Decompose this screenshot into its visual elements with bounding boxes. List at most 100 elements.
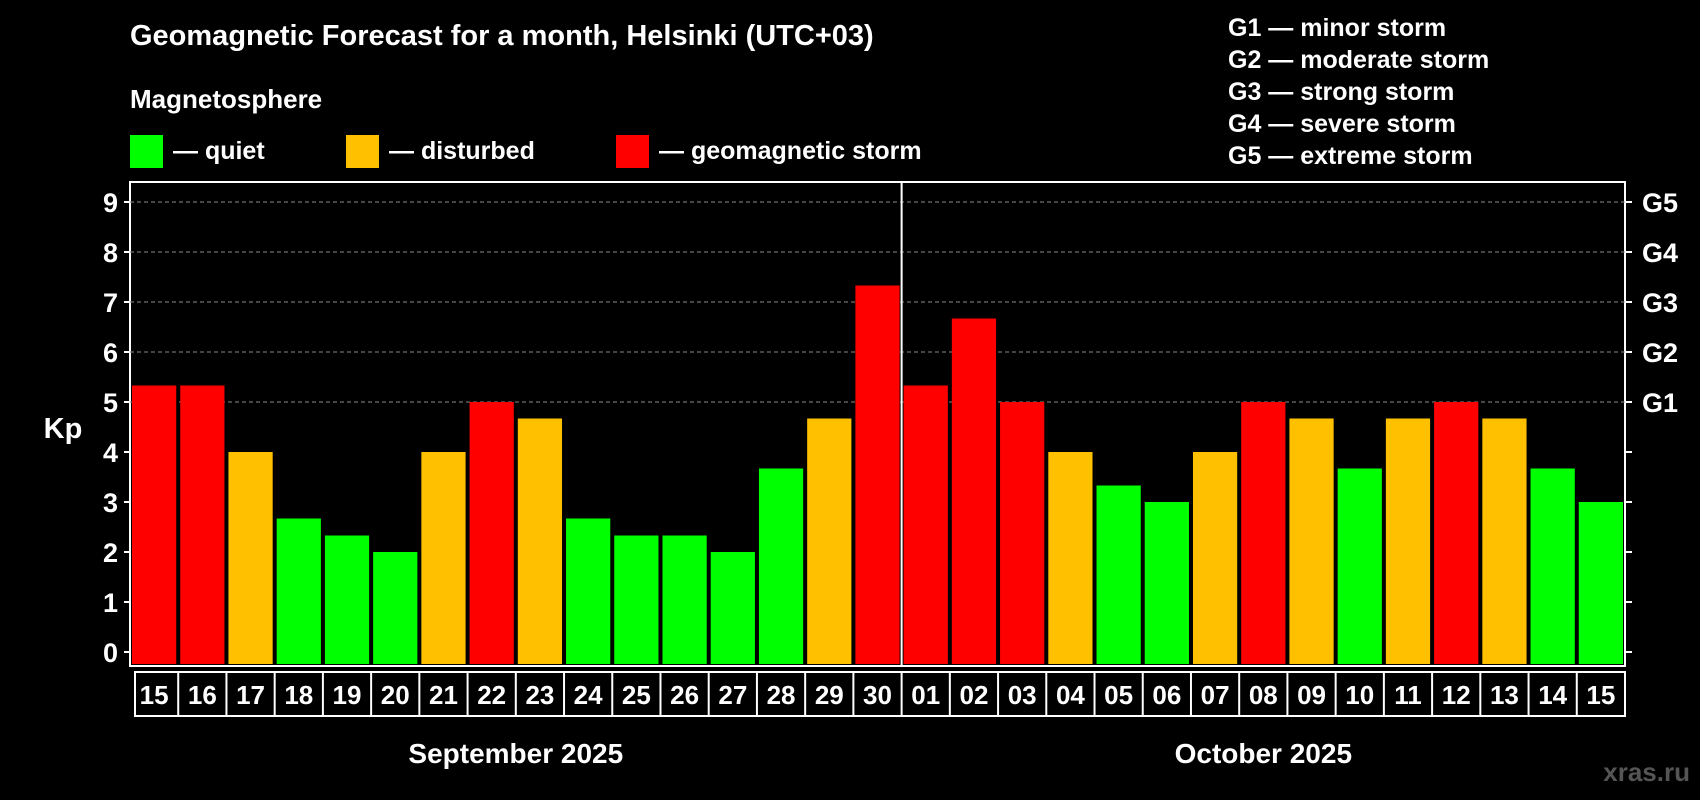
- date-row-frame: [134, 671, 1626, 717]
- x-tick-label-19: 04: [1056, 680, 1085, 710]
- legend-quiet: — quiet: [130, 134, 265, 168]
- x-tick-label-24: 09: [1297, 680, 1326, 710]
- legend-disturbed-text: — disturbed: [389, 136, 535, 165]
- x-tick-label-2: 17: [236, 680, 265, 710]
- bar-17: [951, 318, 997, 664]
- x-tick-label-30: 15: [1586, 680, 1615, 710]
- bar-16: [903, 385, 948, 664]
- x-tick-label-14: 29: [815, 680, 844, 710]
- y-tick-label-9: 9: [103, 188, 118, 218]
- x-tick-label-17: 02: [959, 680, 988, 710]
- bar-30: [1578, 502, 1623, 664]
- y-tick-label-8: 8: [103, 238, 118, 268]
- month-label-1: October 2025: [1175, 738, 1352, 769]
- x-tick-label-16: 01: [911, 680, 940, 710]
- bar-1: [180, 385, 225, 664]
- storm-scale-legend: G1 — minor storm G2 — moderate storm G3 …: [1228, 12, 1489, 172]
- x-tick-label-13: 28: [767, 680, 796, 710]
- x-tick-label-28: 13: [1490, 680, 1519, 710]
- x-tick-label-6: 21: [429, 680, 458, 710]
- bar-25: [1337, 468, 1382, 664]
- bar-10: [614, 535, 659, 664]
- x-tick-label-21: 06: [1152, 680, 1181, 710]
- legend-storm: — geomagnetic storm: [616, 134, 922, 168]
- bar-3: [276, 518, 321, 664]
- right-label-g3: G3: [1642, 288, 1678, 318]
- bar-6: [421, 452, 466, 664]
- bar-2: [228, 452, 273, 664]
- bar-19: [1048, 452, 1093, 664]
- plot-frame: [129, 181, 1626, 667]
- right-label-g1: G1: [1642, 388, 1678, 418]
- g4-legend: G4 — severe storm: [1228, 110, 1456, 138]
- x-tick-label-18: 03: [1008, 680, 1037, 710]
- bar-4: [324, 535, 370, 664]
- chart-title: Geomagnetic Forecast for a month, Helsin…: [130, 20, 874, 52]
- x-tick-label-10: 25: [622, 680, 651, 710]
- bar-15: [855, 285, 900, 664]
- bar-11: [662, 535, 707, 664]
- magnetosphere-label: Magnetosphere: [130, 84, 323, 114]
- legend-disturbed: — disturbed: [346, 134, 535, 168]
- bar-9: [566, 518, 611, 664]
- bar-29: [1530, 468, 1575, 664]
- x-tick-label-4: 19: [333, 680, 362, 710]
- x-tick-label-8: 23: [525, 680, 554, 710]
- y-tick-label-5: 5: [103, 388, 118, 418]
- x-tick-label-25: 10: [1345, 680, 1374, 710]
- legend-quiet-text: — quiet: [173, 136, 265, 165]
- bar-21: [1144, 502, 1189, 664]
- bar-8: [517, 418, 563, 664]
- y-axis-label: Kp: [44, 413, 83, 445]
- y-tick-label-4: 4: [103, 438, 118, 468]
- x-tick-label-12: 27: [718, 680, 747, 710]
- bar-28: [1482, 418, 1527, 664]
- bar-13: [758, 468, 804, 664]
- x-tick-label-20: 05: [1104, 680, 1133, 710]
- x-tick-label-0: 15: [140, 680, 169, 710]
- bar-5: [373, 552, 418, 664]
- legend-storm-swatch: [616, 134, 649, 168]
- bar-22: [1192, 452, 1238, 664]
- bar-20: [1096, 485, 1141, 664]
- g1-legend: G1 — minor storm: [1228, 14, 1447, 42]
- x-tick-label-1: 16: [188, 680, 217, 710]
- x-tick-label-7: 22: [477, 680, 506, 710]
- bar-0: [132, 385, 177, 664]
- x-tick-label-3: 18: [284, 680, 313, 710]
- bar-26: [1385, 418, 1431, 664]
- bar-12: [710, 552, 755, 664]
- watermark: xras.ru: [1603, 757, 1690, 787]
- x-tick-label-27: 12: [1442, 680, 1471, 710]
- bar-23: [1241, 402, 1286, 664]
- bar-7: [469, 402, 514, 664]
- month-label-0: September 2025: [408, 738, 623, 769]
- y-tick-label-1: 1: [103, 588, 118, 618]
- x-tick-label-15: 30: [863, 680, 892, 710]
- x-tick-label-22: 07: [1201, 680, 1230, 710]
- g5-legend: G5 — extreme storm: [1228, 142, 1473, 170]
- g2-legend: G2 — moderate storm: [1228, 46, 1490, 74]
- y-tick-label-3: 3: [103, 488, 118, 518]
- y-tick-label-7: 7: [103, 288, 118, 318]
- y-tick-label-2: 2: [103, 538, 118, 568]
- y-tick-label-6: 6: [103, 338, 118, 368]
- x-tick-label-11: 26: [670, 680, 699, 710]
- x-tick-label-29: 14: [1538, 680, 1567, 710]
- right-label-g2: G2: [1642, 338, 1678, 368]
- legend-storm-text: — geomagnetic storm: [659, 136, 922, 165]
- x-tick-label-5: 20: [381, 680, 410, 710]
- bar-14: [807, 418, 852, 664]
- right-label-g4: G4: [1642, 238, 1678, 268]
- bar-18: [1000, 402, 1045, 664]
- legend-quiet-swatch: [130, 134, 163, 168]
- y-tick-label-0: 0: [103, 638, 118, 668]
- bar-27: [1434, 402, 1479, 664]
- bar-24: [1289, 418, 1334, 664]
- x-tick-label-9: 24: [574, 680, 603, 710]
- right-label-g5: G5: [1642, 188, 1678, 218]
- x-tick-label-26: 11: [1394, 680, 1422, 710]
- legend-disturbed-swatch: [346, 134, 379, 168]
- g3-legend: G3 — strong storm: [1228, 78, 1455, 106]
